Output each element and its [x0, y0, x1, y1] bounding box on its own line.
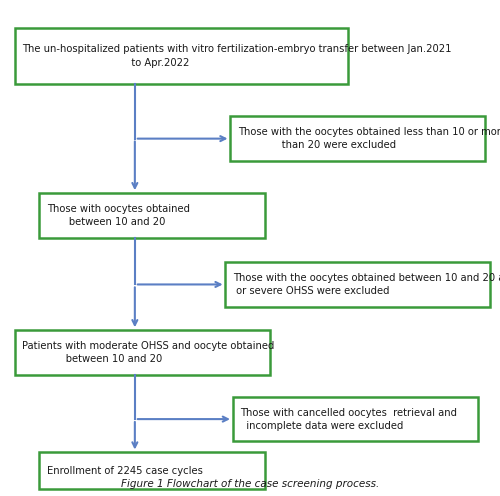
FancyBboxPatch shape	[40, 452, 264, 489]
Text: Patients with moderate OHSS and oocyte obtained
              between 10 and 20: Patients with moderate OHSS and oocyte o…	[22, 341, 274, 364]
FancyBboxPatch shape	[233, 397, 478, 441]
FancyBboxPatch shape	[15, 28, 348, 84]
FancyBboxPatch shape	[15, 330, 270, 375]
Text: Those with oocytes obtained
       between 10 and 20: Those with oocytes obtained between 10 a…	[46, 204, 190, 227]
Text: Those with cancelled oocytes  retrieval and
  incomplete data were excluded: Those with cancelled oocytes retrieval a…	[240, 408, 457, 431]
Text: Figure 1 Flowchart of the case screening process.: Figure 1 Flowchart of the case screening…	[121, 479, 379, 489]
FancyBboxPatch shape	[230, 116, 485, 161]
Text: Those with the oocytes obtained less than 10 or more
              than 20 were : Those with the oocytes obtained less tha…	[238, 127, 500, 150]
FancyBboxPatch shape	[226, 262, 490, 307]
Text: Enrollment of 2245 case cycles: Enrollment of 2245 case cycles	[46, 466, 203, 476]
FancyBboxPatch shape	[40, 193, 264, 238]
Text: Those with the oocytes obtained between 10 and 20 and with mild
 or severe OHSS : Those with the oocytes obtained between …	[233, 273, 500, 296]
Text: The un-hospitalized patients with vitro fertilization-embryo transfer between Ja: The un-hospitalized patients with vitro …	[22, 45, 452, 67]
